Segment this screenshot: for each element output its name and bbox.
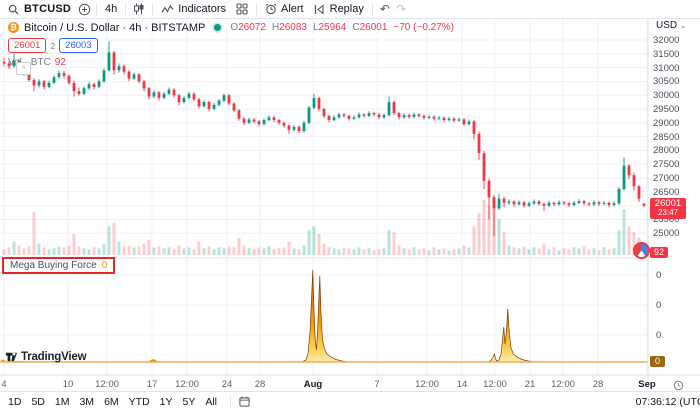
time-tick[interactable]: 17 — [146, 379, 158, 390]
price-tick[interactable]: 25000 — [653, 228, 680, 239]
bottom-toolbar: 1D 5D 1M 3M 6M YTD 1Y 5Y All 07:36:12 (U… — [0, 391, 700, 410]
bar-countdown: 23:47 — [657, 208, 679, 218]
tradingview-watermark: TradingView — [5, 350, 87, 363]
time-tick[interactable]: 21 — [524, 379, 536, 390]
indicators-button[interactable]: Indicators — [156, 3, 231, 15]
volume-axis-label: 92 — [650, 247, 669, 258]
interval-button[interactable]: 4h — [105, 3, 118, 15]
time-tick[interactable]: Sep — [638, 379, 656, 390]
status-badge-icon[interactable] — [633, 242, 650, 259]
range-5d-button[interactable]: 5D — [31, 395, 45, 408]
time-tick[interactable]: 24 — [221, 379, 233, 390]
price-tick[interactable]: 28000 — [653, 145, 680, 156]
price-tick[interactable]: 28500 — [653, 132, 680, 143]
range-1m-button[interactable]: 1M — [54, 395, 70, 408]
redo-icon[interactable]: ↷ — [395, 2, 406, 16]
time-tick[interactable]: 12:00 — [95, 379, 119, 390]
market-status-dot[interactable] — [214, 24, 222, 31]
time-tick[interactable]: 7 — [374, 379, 380, 390]
price-tick[interactable]: 29500 — [653, 104, 680, 115]
time-tick[interactable]: 12:00 — [483, 379, 507, 390]
indicator-legend-highlight-box[interactable]: Mega Buying Force 0 — [2, 257, 116, 274]
price-tick[interactable]: 30500 — [653, 76, 680, 87]
price-tick[interactable]: 27500 — [653, 159, 680, 170]
indicators-icon — [161, 4, 174, 15]
timezone-settings-icon[interactable] — [673, 378, 684, 396]
range-all-button[interactable]: All — [205, 395, 218, 408]
range-6m-button[interactable]: 6M — [104, 395, 119, 408]
symbol-search-button[interactable]: BTCUSD — [24, 3, 72, 15]
time-tick[interactable]: 12:00 — [415, 379, 439, 390]
price-tick[interactable]: 31500 — [653, 49, 680, 60]
indicator-name: Mega Buying Force — [10, 260, 97, 271]
time-tick[interactable]: 12:00 — [551, 379, 575, 390]
time-tick[interactable]: 28 — [592, 379, 604, 390]
search-icon[interactable] — [8, 4, 19, 15]
range-1d-button[interactable]: 1D — [8, 395, 22, 408]
volume-legend-value: 92 — [54, 57, 66, 68]
price-tick[interactable]: 32000 — [653, 35, 680, 46]
replay-button[interactable]: Replay — [309, 3, 369, 15]
indicator-zero-tick: 0 — [656, 300, 662, 311]
tradingview-logo-icon — [5, 352, 18, 362]
undo-icon[interactable]: ↶ — [379, 2, 390, 16]
indicator-zero-tick: 0 — [656, 330, 662, 341]
top-toolbar: BTCUSD 4h Indicators Alert — [0, 0, 700, 19]
price-tick[interactable]: 26500 — [653, 187, 680, 198]
legend-symbol-title[interactable]: Bitcoin / U.S. Dollar · 4h · BITSTAMP — [24, 21, 206, 34]
change-value: −70 (−0.27%) — [393, 22, 455, 33]
buy-ask-button[interactable]: 26003 — [59, 38, 98, 53]
session-time-utc[interactable]: 07:36:12 (UTC) — [635, 395, 700, 408]
time-tick[interactable]: 12:00 — [175, 379, 199, 390]
bitcoin-logo-icon: ₿ — [8, 22, 19, 33]
time-tick[interactable]: 28 — [254, 379, 266, 390]
range-1y-button[interactable]: 1Y — [159, 395, 173, 408]
ohlc-values: O26072 H26083 L25964 C26001 −70 (−0.27%) — [230, 22, 455, 33]
price-tick[interactable]: 31000 — [653, 63, 680, 74]
price-tick[interactable]: 25500 — [653, 214, 680, 225]
alert-button[interactable]: Alert — [260, 3, 309, 15]
price-tick[interactable]: 30000 — [653, 90, 680, 101]
time-tick[interactable]: 10 — [62, 379, 74, 390]
price-tick[interactable]: 27000 — [653, 173, 680, 184]
indicator-templates-icon[interactable] — [231, 3, 253, 15]
indicator-zero-tick: 0 — [656, 270, 662, 281]
indicator-current-value-label: 0 — [650, 356, 666, 367]
time-tick[interactable]: 4 — [1, 379, 7, 390]
replay-icon — [314, 3, 326, 15]
time-tick[interactable]: Aug — [303, 379, 323, 390]
go-to-date-calendar-icon[interactable] — [239, 396, 250, 407]
price-axis-currency-dropdown[interactable]: USD ⌄ — [656, 20, 687, 31]
chart-style-icon[interactable] — [129, 3, 149, 15]
indicator-value: 0 — [101, 260, 108, 271]
sell-bid-button[interactable]: 26001 — [8, 38, 47, 53]
alert-clock-icon — [265, 3, 277, 15]
range-5y-button[interactable]: 5Y — [182, 395, 196, 408]
legend-collapse-button[interactable]: ∧ — [16, 62, 31, 75]
compare-add-icon[interactable] — [78, 3, 91, 16]
range-ytd-button[interactable]: YTD — [128, 395, 150, 408]
last-price-label: 26001 23:47 — [650, 198, 686, 220]
spread-value: 2 — [50, 40, 56, 51]
time-tick[interactable]: 14 — [456, 379, 468, 390]
chart-legend: ₿ Bitcoin / U.S. Dollar · 4h · BITSTAMP … — [8, 21, 454, 68]
price-tick[interactable]: 29000 — [653, 118, 680, 129]
range-3m-button[interactable]: 3M — [79, 395, 95, 408]
